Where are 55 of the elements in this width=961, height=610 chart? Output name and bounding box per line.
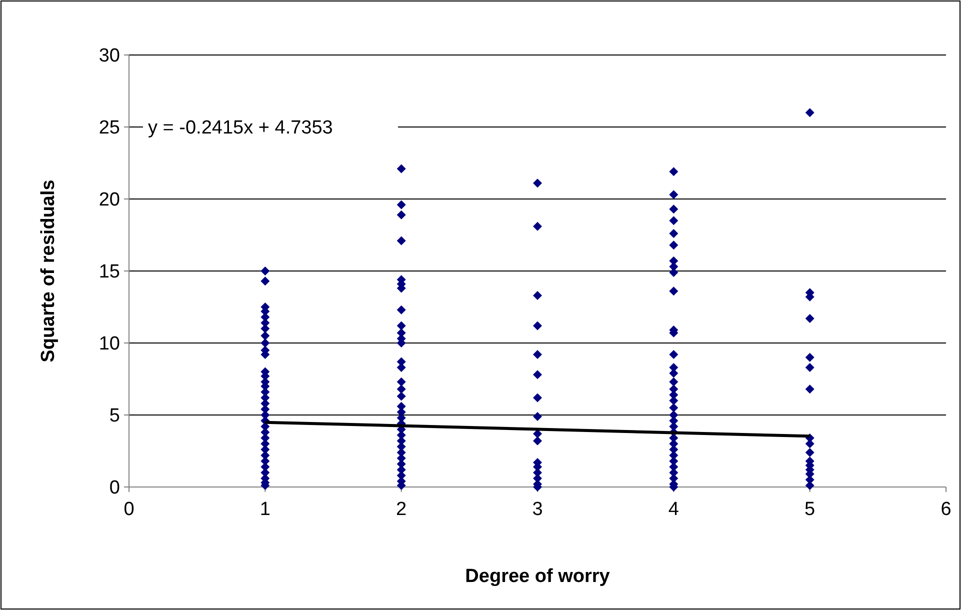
x-tick-label: 5 — [804, 499, 816, 520]
point — [805, 108, 814, 118]
point — [396, 321, 406, 330]
point — [669, 350, 678, 360]
y-axis-title: Squarte of residuals — [38, 180, 59, 362]
point — [669, 286, 678, 296]
annotation: y = -0.2415x + 4.7353 — [148, 118, 333, 139]
point — [669, 229, 678, 238]
x-tick-label: 2 — [396, 499, 407, 520]
point — [533, 393, 542, 402]
point — [533, 350, 542, 360]
y-tick-label: 15 — [98, 262, 120, 283]
y-tick-label: 5 — [109, 406, 120, 427]
point — [260, 276, 270, 286]
point — [805, 448, 814, 457]
point — [805, 352, 814, 362]
point — [260, 338, 270, 348]
point — [260, 266, 270, 276]
point — [533, 412, 542, 421]
point — [533, 290, 542, 300]
point — [533, 222, 542, 231]
point — [260, 331, 270, 340]
point — [533, 436, 542, 446]
point — [396, 164, 406, 174]
point — [669, 240, 678, 250]
x-tick-label: 4 — [668, 499, 680, 520]
y-tick-label: 30 — [98, 46, 120, 67]
x-tick-label: 6 — [940, 499, 952, 520]
y-tick-label: 20 — [98, 190, 120, 211]
y-tick-label: 0 — [109, 478, 120, 499]
point — [533, 321, 542, 330]
y-tick-label: 10 — [98, 334, 120, 355]
point — [396, 236, 406, 246]
point — [533, 370, 542, 380]
x-tick-label: 1 — [260, 499, 270, 520]
point — [669, 190, 678, 200]
point — [396, 200, 406, 210]
point — [669, 377, 678, 386]
point — [669, 403, 678, 412]
x-tick-label: 0 — [124, 499, 134, 520]
point — [396, 305, 406, 314]
point — [805, 384, 814, 394]
x-axis-title: Degree of worry — [465, 566, 610, 587]
x-tick-label: 3 — [532, 499, 543, 520]
point — [396, 377, 406, 386]
point — [669, 167, 678, 176]
point — [805, 362, 814, 372]
point — [805, 314, 814, 324]
y-tick-label: 25 — [98, 118, 120, 139]
point — [669, 204, 678, 214]
point — [669, 216, 678, 226]
point — [533, 178, 542, 188]
point — [396, 392, 406, 401]
point — [396, 384, 406, 394]
point — [396, 210, 406, 220]
